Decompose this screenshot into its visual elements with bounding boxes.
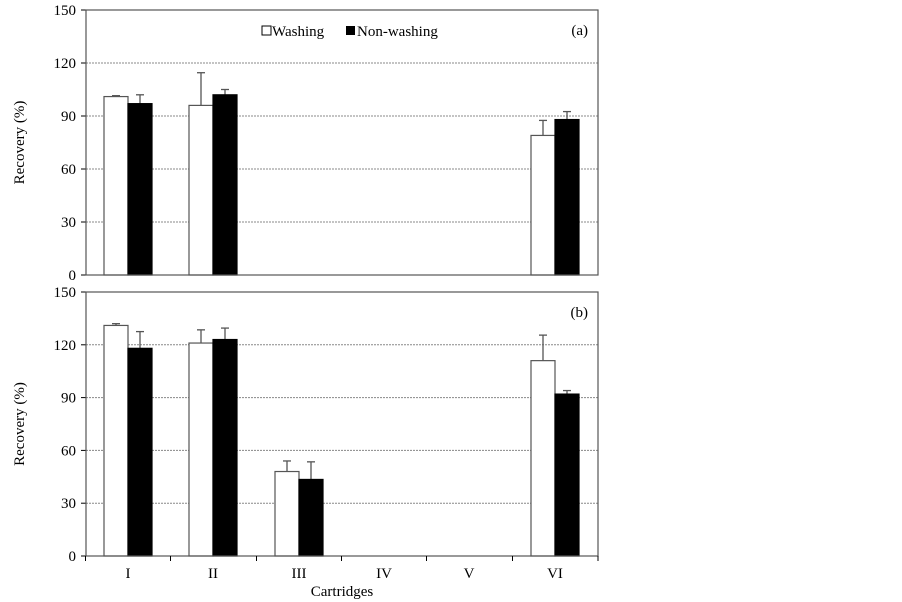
bar-washing bbox=[530, 360, 556, 557]
bar-washing bbox=[188, 104, 214, 276]
y-tick-label: 0 bbox=[69, 268, 77, 284]
plot-frame bbox=[85, 9, 599, 276]
legend-label-non-washing: Non-washing bbox=[357, 24, 438, 40]
x-tick-label: VI bbox=[547, 566, 563, 582]
y-tick-label: 60 bbox=[61, 162, 76, 178]
y-tick-label: 90 bbox=[61, 391, 76, 407]
panel-label: (a) bbox=[571, 23, 588, 39]
y-axis-label: Recovery (%) bbox=[12, 382, 28, 466]
x-axis-label: Cartridges bbox=[311, 584, 374, 600]
y-tick-label: 150 bbox=[54, 3, 77, 19]
bar-non-washing bbox=[298, 478, 324, 557]
bar-washing bbox=[103, 324, 129, 557]
y-tick-label: 150 bbox=[54, 285, 77, 301]
y-tick-label: 30 bbox=[61, 215, 76, 231]
bar-non-washing bbox=[212, 94, 238, 276]
legend-swatch-non-washing bbox=[346, 26, 355, 35]
bar-non-washing bbox=[212, 338, 238, 557]
x-tick-label: II bbox=[208, 566, 218, 582]
plot-frame bbox=[85, 291, 599, 557]
x-tick-label: IV bbox=[376, 566, 392, 582]
x-tick-label: I bbox=[126, 566, 131, 582]
bar-washing bbox=[274, 470, 300, 557]
y-axis-label: Recovery (%) bbox=[12, 101, 28, 185]
x-tick-label: III bbox=[292, 566, 307, 582]
y-tick-label: 120 bbox=[54, 338, 77, 354]
panel-label: (b) bbox=[571, 305, 589, 321]
bar-washing bbox=[103, 95, 129, 276]
y-tick-label: 120 bbox=[54, 56, 77, 72]
bar-washing bbox=[188, 342, 214, 557]
legend-label-washing: Washing bbox=[272, 24, 325, 40]
y-tick-label: 0 bbox=[69, 549, 77, 565]
y-tick-label: 30 bbox=[61, 496, 76, 512]
bar-washing bbox=[530, 134, 556, 276]
bar-non-washing bbox=[127, 347, 153, 557]
bar-non-washing bbox=[127, 103, 153, 276]
y-tick-label: 90 bbox=[61, 109, 76, 125]
bar-non-washing bbox=[554, 118, 580, 276]
y-tick-label: 60 bbox=[61, 443, 76, 459]
x-tick-label: V bbox=[464, 566, 475, 582]
bar-non-washing bbox=[554, 393, 580, 557]
legend-swatch-washing bbox=[261, 25, 272, 36]
